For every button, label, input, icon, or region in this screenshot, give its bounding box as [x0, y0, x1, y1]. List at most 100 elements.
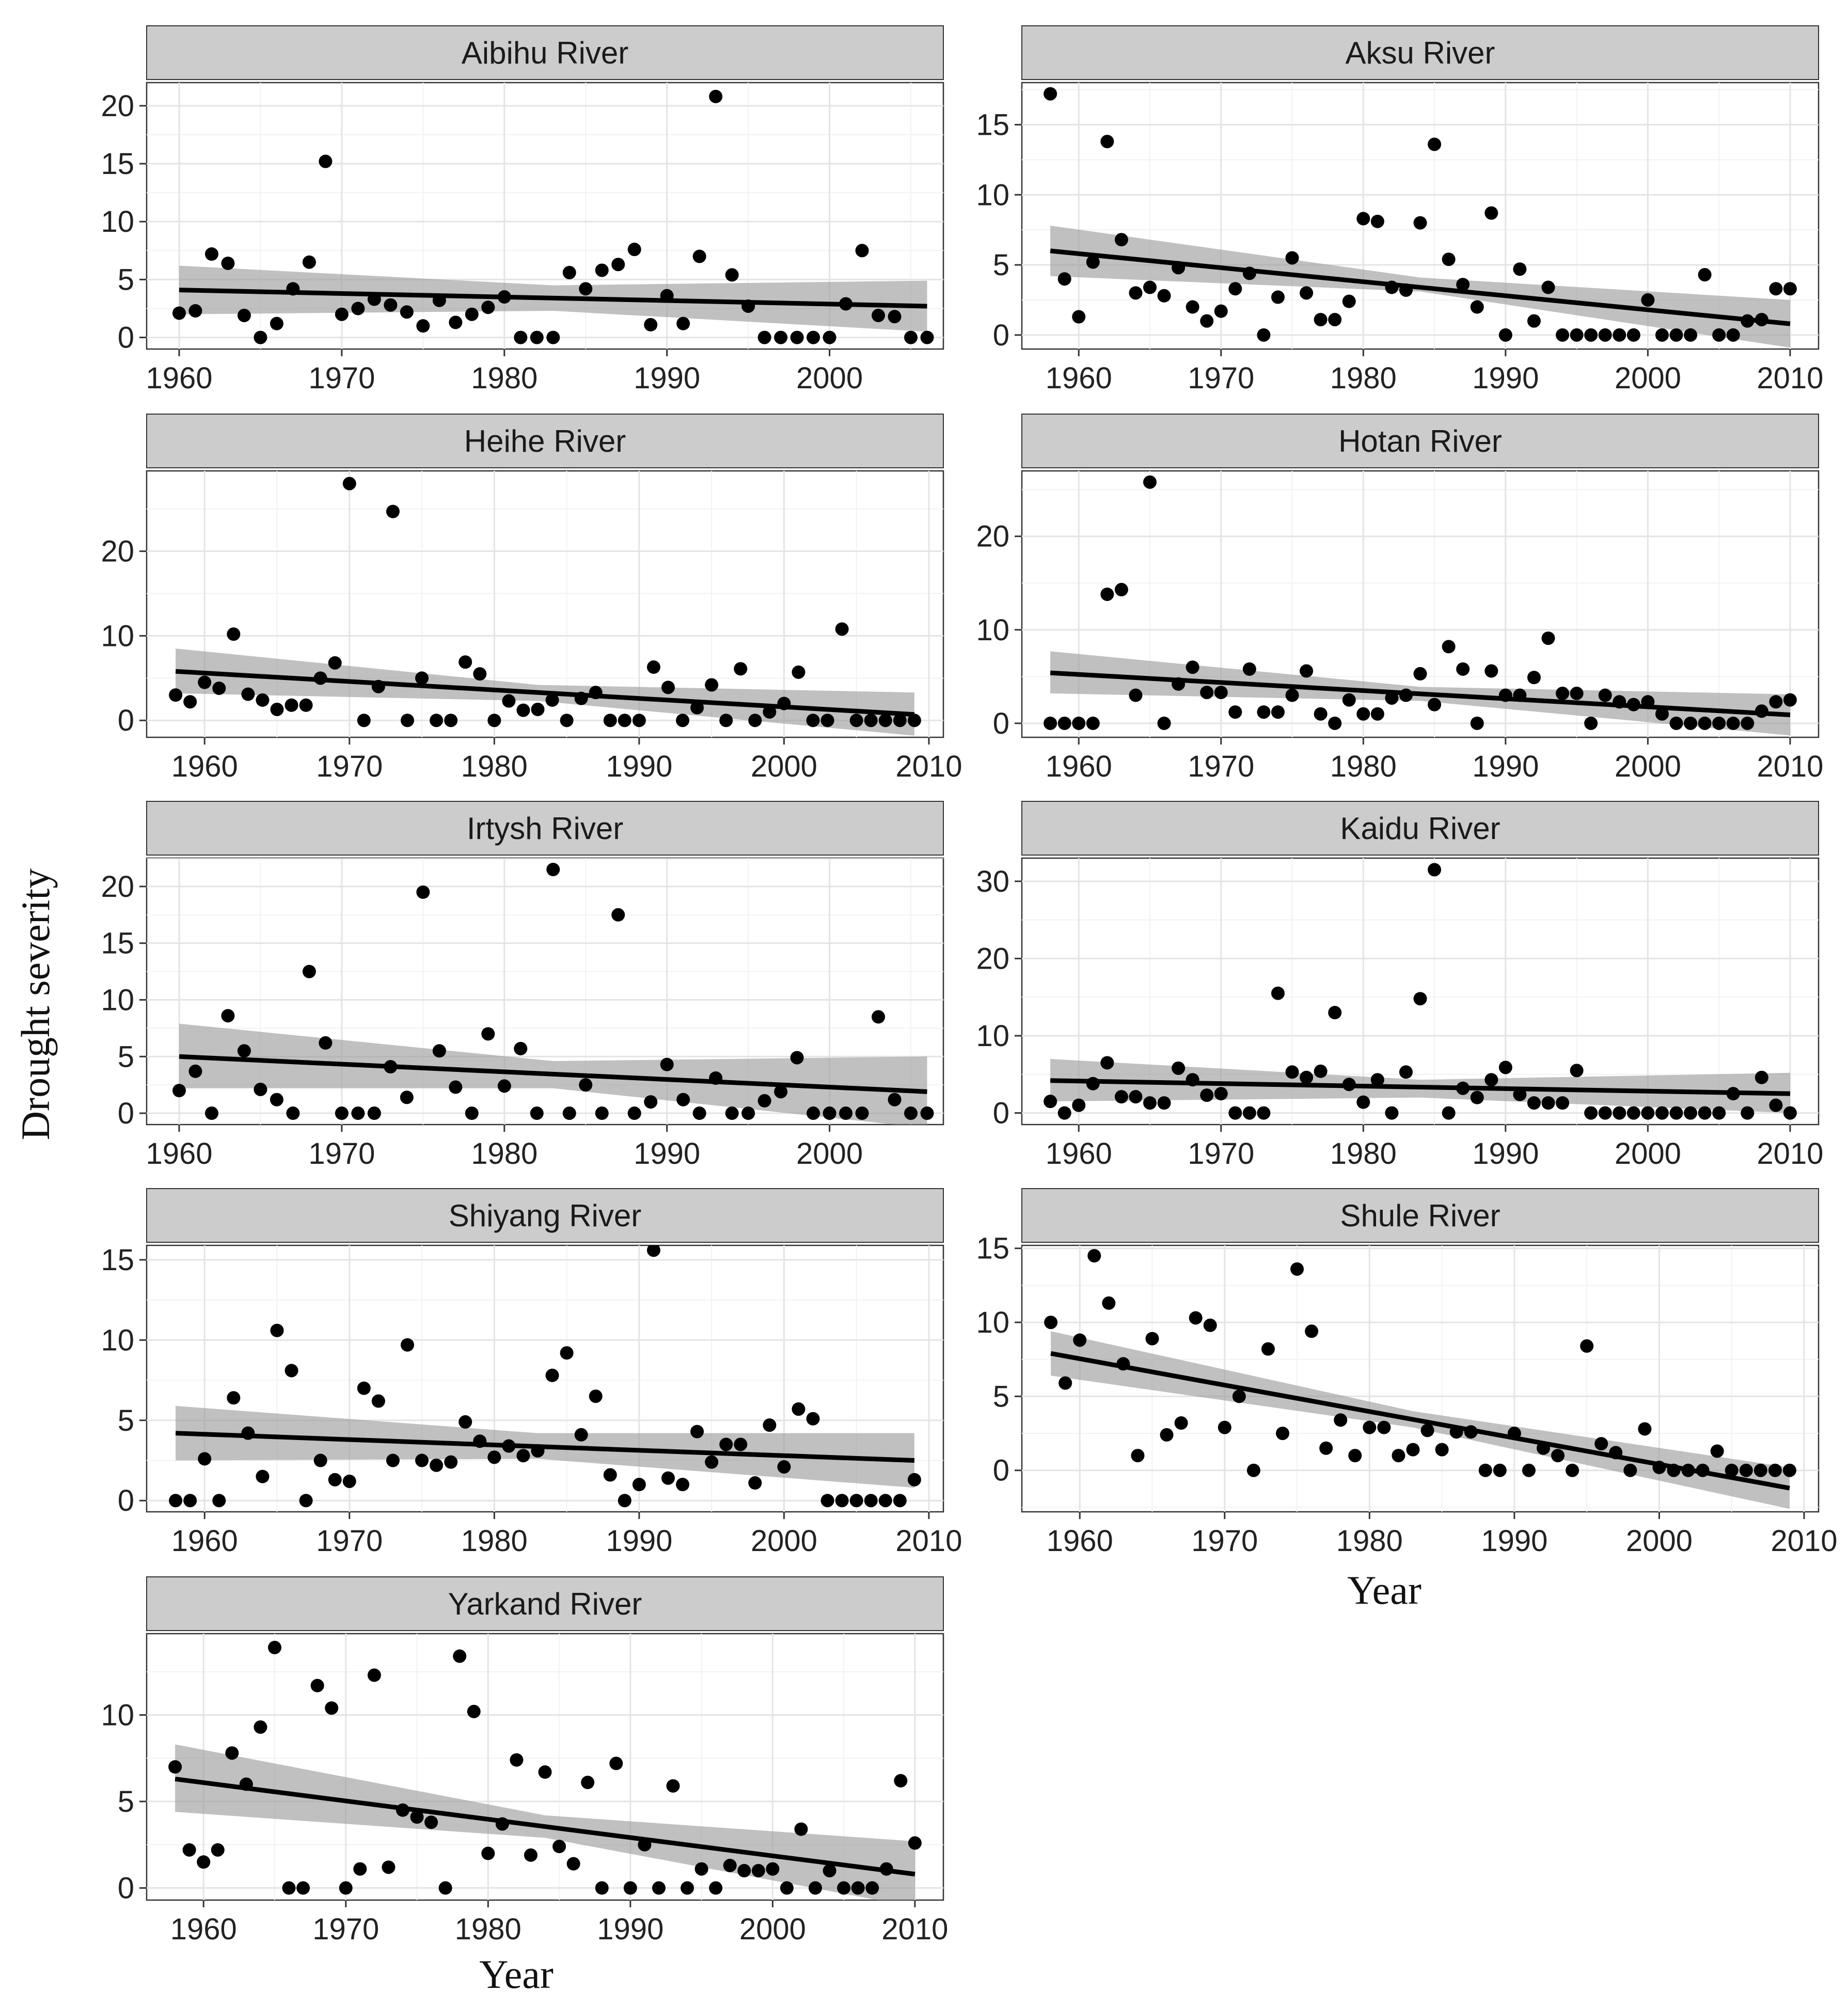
data-point: [1684, 1106, 1698, 1120]
data-point: [705, 1455, 719, 1469]
data-point: [1100, 587, 1114, 601]
x-tick-label: 2000: [1615, 1137, 1681, 1171]
data-point: [430, 714, 444, 728]
data-point: [227, 627, 241, 641]
data-point: [510, 1753, 524, 1767]
data-point: [1484, 1073, 1498, 1087]
data-point: [1271, 705, 1285, 719]
data-point: [384, 298, 398, 312]
x-tick-label: 1990: [606, 1524, 672, 1558]
data-point: [182, 1843, 196, 1857]
x-tick-label: 1970: [1188, 750, 1254, 783]
data-point: [1157, 289, 1171, 303]
y-tick-label: 20: [101, 89, 134, 123]
x-tick-label: 1990: [1472, 1137, 1539, 1171]
y-tick-label: 0: [118, 1097, 134, 1130]
data-point: [1513, 262, 1527, 276]
x-tick-label: 1970: [1188, 361, 1254, 395]
y-tick-label: 10: [976, 613, 1009, 647]
data-point: [1712, 1106, 1726, 1120]
data-point: [627, 1106, 641, 1120]
data-point: [676, 1093, 690, 1106]
data-point: [1073, 1333, 1087, 1347]
data-point: [661, 681, 675, 694]
data-point: [221, 256, 235, 270]
data-point: [188, 1064, 202, 1078]
data-point: [1754, 1463, 1767, 1477]
data-point: [319, 1036, 333, 1050]
data-point: [502, 694, 516, 708]
data-point: [325, 1701, 339, 1715]
data-point: [286, 1106, 300, 1120]
data-point: [1613, 1106, 1626, 1120]
data-point: [1435, 1443, 1449, 1457]
data-point: [623, 1881, 637, 1895]
data-point: [603, 714, 617, 728]
y-tick-label: 20: [976, 520, 1009, 554]
data-point: [270, 317, 283, 330]
data-point: [1456, 1081, 1470, 1095]
data-point: [757, 1094, 771, 1108]
x-tick-label: 2000: [1626, 1524, 1693, 1558]
data-point: [169, 688, 183, 702]
data-point: [552, 1840, 566, 1854]
data-point: [1655, 1106, 1669, 1120]
x-tick-label: 1990: [1472, 750, 1539, 783]
data-point: [1399, 688, 1413, 702]
data-point: [310, 1679, 324, 1693]
x-tick-label: 1980: [461, 750, 528, 783]
x-tick-label: 1980: [1336, 1524, 1403, 1558]
data-point: [172, 306, 186, 320]
data-point: [1290, 1262, 1304, 1276]
data-point: [444, 714, 458, 728]
data-point: [681, 1881, 694, 1895]
data-point: [400, 305, 414, 319]
data-point: [1300, 1070, 1314, 1084]
data-point: [1242, 662, 1256, 676]
data-point: [1100, 1056, 1114, 1070]
data-point: [270, 702, 284, 716]
data-point: [1755, 312, 1768, 326]
x-tick-label: 1970: [1188, 1137, 1254, 1171]
data-point: [1527, 314, 1541, 328]
data-point: [1755, 1070, 1768, 1084]
data-point: [1428, 863, 1442, 877]
data-point: [1242, 266, 1256, 280]
data-point: [1449, 1425, 1463, 1439]
x-tick-label: 1990: [634, 1137, 700, 1171]
data-point: [1769, 1098, 1783, 1112]
data-point: [256, 1469, 270, 1483]
data-point: [806, 714, 820, 728]
data-point: [1342, 693, 1356, 707]
data-point: [661, 1471, 675, 1485]
data-point: [302, 965, 316, 978]
y-tick-label: 10: [976, 178, 1009, 212]
data-point: [560, 714, 574, 728]
facet-title-yarkand-river: Yarkand River: [448, 1587, 642, 1621]
data-point: [849, 714, 863, 728]
data-point: [545, 693, 559, 707]
x-tick-label: 2000: [796, 361, 863, 395]
data-point: [574, 691, 588, 705]
data-point: [1200, 314, 1214, 328]
data-point: [1228, 705, 1242, 719]
data-point: [595, 1881, 609, 1895]
data-point: [1143, 280, 1157, 294]
data-point: [487, 714, 501, 728]
data-point: [1584, 716, 1598, 730]
data-point: [516, 1449, 530, 1463]
data-point: [774, 1085, 788, 1099]
data-point: [644, 318, 658, 331]
facet-strip: [1021, 1188, 1819, 1243]
y-tick-label: 0: [118, 321, 134, 355]
x-tick-label: 2010: [1757, 1137, 1823, 1171]
facet-title-heihe-river: Heihe River: [464, 424, 626, 459]
data-point: [893, 714, 907, 728]
data-point: [807, 330, 820, 344]
data-point: [172, 1084, 186, 1098]
y-axis-title: Drought severity: [13, 868, 58, 1140]
data-point: [1086, 1077, 1100, 1090]
data-point: [1044, 1316, 1058, 1330]
data-point: [1594, 1437, 1608, 1451]
data-point: [1157, 716, 1171, 730]
